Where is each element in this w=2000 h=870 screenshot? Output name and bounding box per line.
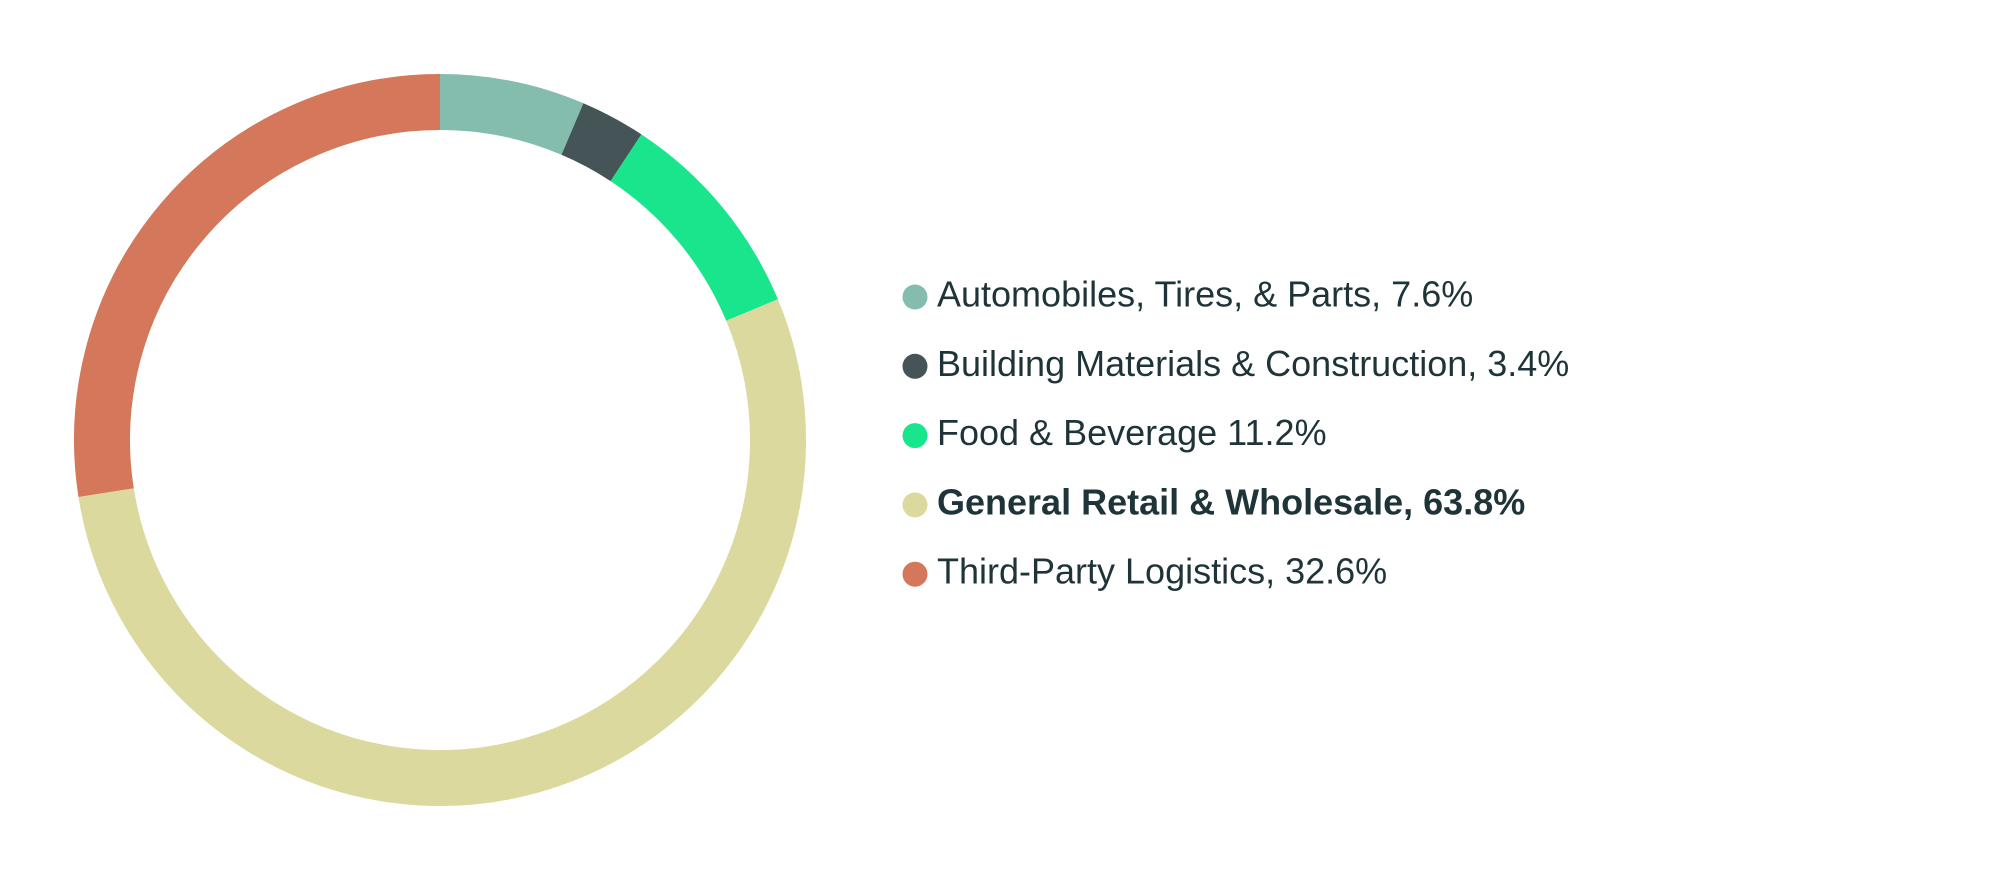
donut-segment (560, 103, 642, 182)
legend-marker (902, 284, 928, 310)
legend-label: General Retail & Wholesale, 63.8% (937, 481, 1525, 522)
legend-marker (902, 561, 928, 587)
legend-marker (902, 423, 928, 449)
donut-segment (74, 74, 441, 497)
legend-label: Automobiles, Tires, & Parts, 7.6% (937, 274, 1473, 315)
legend-marker (902, 353, 928, 379)
legend-label: Building Materials & Construction, 3.4% (937, 343, 1569, 384)
donut-segment (610, 134, 778, 322)
legend-marker (902, 492, 928, 518)
legend-label: Food & Beverage 11.2% (937, 412, 1327, 453)
donut-segment (78, 299, 806, 806)
legend-label: Third-Party Logistics, 32.6% (937, 551, 1387, 592)
donut-segment (439, 74, 584, 155)
